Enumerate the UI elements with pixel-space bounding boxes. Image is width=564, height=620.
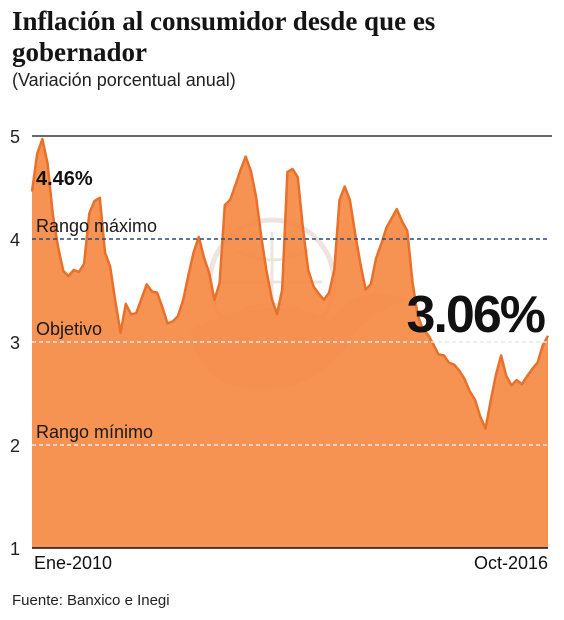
chart-title: Inflación al consumidor desde que es gob… <box>12 6 436 67</box>
y-tick-label: 2 <box>10 436 20 456</box>
inflation-line <box>30 137 550 430</box>
source-note: Fuente: Banxico e Inegi <box>12 592 170 609</box>
x-tick-label: Ene-2010 <box>34 553 112 573</box>
reference-label: Rango mínimo <box>36 422 153 442</box>
y-tick-label: 3 <box>10 333 20 353</box>
x-tick-label: Oct-2016 <box>474 553 548 573</box>
end-value-label: 3.06% <box>407 286 545 344</box>
start-value-label: 4.46% <box>36 168 93 190</box>
y-tick-label: 5 <box>10 127 20 147</box>
y-tick-label: 4 <box>10 230 20 250</box>
y-tick-label: 1 <box>10 539 20 559</box>
chart-subtitle: (Variación porcentual anual) <box>12 70 236 90</box>
reference-label: Objetivo <box>36 319 102 339</box>
reference-label: Rango máximo <box>36 216 157 236</box>
